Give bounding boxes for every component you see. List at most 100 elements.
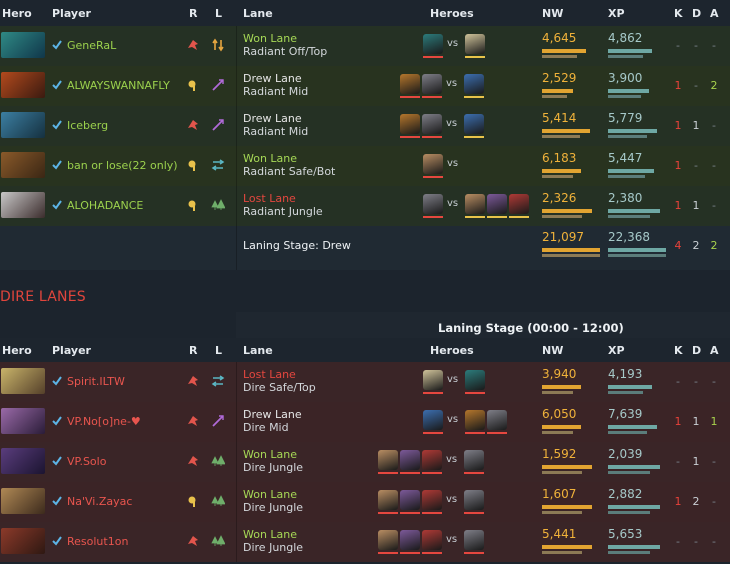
hero-portrait[interactable] xyxy=(1,448,45,474)
player-row[interactable]: Na'Vi.Zayac Won Lane Dire Jungle vs 1,60… xyxy=(0,482,730,522)
player-row[interactable]: ban or lose(22 only) Won Lane Radiant Sa… xyxy=(0,146,730,186)
lane-result: Won Lane xyxy=(243,32,298,45)
hero-portrait[interactable] xyxy=(1,368,45,394)
experience: 3,900 xyxy=(608,71,643,85)
hero-icon[interactable] xyxy=(422,114,442,134)
net-worth-bar xyxy=(542,209,592,213)
experience-bar-secondary xyxy=(608,391,643,394)
experience-bar xyxy=(608,545,660,549)
hero-icon[interactable] xyxy=(423,154,443,174)
player-name-link[interactable]: Spirit.ILTW xyxy=(67,375,125,388)
col-nw: NW xyxy=(542,344,564,357)
jungle-icon xyxy=(211,199,225,210)
kills: 1 xyxy=(674,119,682,132)
player-name-link[interactable]: VP.Solo xyxy=(67,455,107,468)
player-row[interactable]: ALOHADANCE Lost Lane Radiant Jungle vs 2… xyxy=(0,186,730,226)
deaths: 2 xyxy=(692,495,700,508)
deaths: - xyxy=(694,79,698,92)
hero-icon[interactable] xyxy=(464,74,484,94)
lane-name: Dire Jungle xyxy=(243,501,304,514)
radiant-table-header: Hero Player R L Lane Heroes NW XP K D A xyxy=(0,0,730,26)
hero-icon[interactable] xyxy=(378,450,398,470)
dire-table-header: Hero Player R L Lane Heroes NW XP K D A xyxy=(0,338,730,362)
assists: 1 xyxy=(710,415,718,428)
vs-label: vs xyxy=(446,534,458,545)
hero-portrait[interactable] xyxy=(1,72,45,98)
hero-icon[interactable] xyxy=(464,530,484,550)
hero-icon[interactable] xyxy=(464,450,484,470)
hero-icon[interactable] xyxy=(487,410,507,430)
hero-icon[interactable] xyxy=(464,114,484,134)
player-row[interactable]: ALWAYSWANNAFLY Drew Lane Radiant Mid vs … xyxy=(0,66,730,106)
player-name-link[interactable]: GeneRaL xyxy=(67,39,117,52)
hero-icon[interactable] xyxy=(400,114,420,134)
hero-portrait[interactable] xyxy=(1,192,45,218)
player-name-link[interactable]: Iceberg xyxy=(67,119,109,132)
lane-result: Won Lane xyxy=(243,448,298,461)
experience-bar-secondary xyxy=(608,95,641,98)
col-l: L xyxy=(215,7,223,20)
deaths: 1 xyxy=(692,119,700,132)
player-name-link[interactable]: ALOHADANCE xyxy=(67,199,144,212)
kills: - xyxy=(676,535,680,548)
hero-icon[interactable] xyxy=(487,194,507,214)
lane-result: Drew Lane xyxy=(243,408,302,421)
hero-icon[interactable] xyxy=(465,34,485,54)
player-row[interactable]: Spirit.ILTW Lost Lane Dire Safe/Top vs 3… xyxy=(0,362,730,402)
hero-icon[interactable] xyxy=(465,410,485,430)
hero-icon[interactable] xyxy=(423,194,443,214)
player-name-link[interactable]: Na'Vi.Zayac xyxy=(67,495,133,508)
hero-portrait[interactable] xyxy=(1,152,45,178)
kills: - xyxy=(676,455,680,468)
net-worth: 1,607 xyxy=(542,487,577,501)
experience-bar xyxy=(608,49,652,53)
player-row[interactable]: VP.No[o]ne-♥ Drew Lane Dire Mid vs 6,050… xyxy=(0,402,730,442)
hero-icon[interactable] xyxy=(378,490,398,510)
vs-label: vs xyxy=(447,158,459,169)
hero-icon[interactable] xyxy=(422,450,442,470)
hero-icon[interactable] xyxy=(422,490,442,510)
hero-portrait[interactable] xyxy=(1,32,45,58)
net-worth-bar xyxy=(542,129,590,133)
net-worth-bar xyxy=(542,49,586,53)
hero-portrait[interactable] xyxy=(1,408,45,434)
dire-stage-bar xyxy=(236,312,730,338)
hero-icon[interactable] xyxy=(400,530,420,550)
hero-icon[interactable] xyxy=(378,530,398,550)
dire-stage-label: Laning Stage (00:00 - 12:00) xyxy=(438,321,624,335)
player-name-link[interactable]: ALWAYSWANNAFLY xyxy=(67,79,170,92)
player-name-link[interactable]: ban or lose(22 only) xyxy=(67,159,178,172)
hero-portrait[interactable] xyxy=(1,112,45,138)
hero-icon[interactable] xyxy=(422,74,442,94)
jungle-icon xyxy=(211,455,225,466)
verified-check-icon xyxy=(52,80,62,90)
col-xp: XP xyxy=(608,7,625,20)
vs-label: vs xyxy=(447,198,459,209)
player-row[interactable]: Resolut1on Won Lane Dire Jungle vs 5,441… xyxy=(0,522,730,562)
net-worth: 3,940 xyxy=(542,367,577,381)
hero-icon[interactable] xyxy=(400,490,420,510)
player-name-link[interactable]: Resolut1on xyxy=(67,535,129,548)
hero-icon[interactable] xyxy=(400,74,420,94)
hero-icon[interactable] xyxy=(400,450,420,470)
hero-icon[interactable] xyxy=(423,370,443,390)
verified-check-icon xyxy=(52,200,62,210)
hero-portrait[interactable] xyxy=(1,488,45,514)
hero-icon[interactable] xyxy=(423,410,443,430)
experience-bar-secondary xyxy=(608,135,647,138)
hero-portrait[interactable] xyxy=(1,528,45,554)
player-row[interactable]: Iceberg Drew Lane Radiant Mid vs 5,414 5… xyxy=(0,106,730,146)
hero-icon[interactable] xyxy=(464,490,484,510)
player-row[interactable]: VP.Solo Won Lane Dire Jungle vs 1,592 2,… xyxy=(0,442,730,482)
hero-icon[interactable] xyxy=(422,530,442,550)
experience: 5,447 xyxy=(608,151,643,165)
hero-icon[interactable] xyxy=(465,370,485,390)
lane-name: Radiant Off/Top xyxy=(243,45,328,58)
hero-icon[interactable] xyxy=(423,34,443,54)
hero-icon[interactable] xyxy=(465,194,485,214)
total-nw: 21,097 xyxy=(542,230,584,244)
verified-check-icon xyxy=(52,416,62,426)
player-name-link[interactable]: VP.No[o]ne-♥ xyxy=(67,415,141,428)
hero-icon[interactable] xyxy=(509,194,529,214)
player-row[interactable]: GeneRaL Won Lane Radiant Off/Top vs 4,64… xyxy=(0,26,730,66)
